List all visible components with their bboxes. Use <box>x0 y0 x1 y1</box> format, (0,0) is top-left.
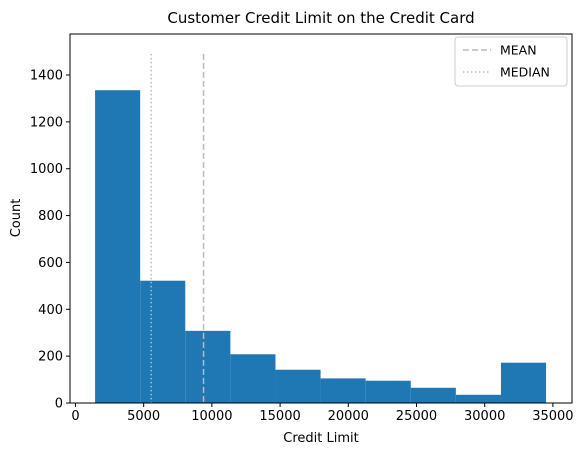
histogram-bar-4 <box>230 354 276 403</box>
x-tick-label: 20000 <box>328 409 369 424</box>
legend-label-mean: MEAN <box>500 43 537 58</box>
x-tick-label: 15000 <box>259 409 300 424</box>
y-tick-label: 1200 <box>30 115 63 130</box>
histogram-bar-3 <box>185 330 231 403</box>
y-tick-label: 200 <box>38 350 63 365</box>
histogram-bars <box>95 90 547 403</box>
y-tick-label: 400 <box>38 303 63 318</box>
y-axis-ticks: 0 200 400 600 800 1000 1200 1400 <box>30 69 70 412</box>
y-tick-label: 1400 <box>30 69 63 84</box>
x-tick-label: 10000 <box>191 409 232 424</box>
y-tick-label: 600 <box>38 256 63 271</box>
legend: MEAN MEDIAN <box>454 36 568 87</box>
legend-label-median: MEDIAN <box>500 65 550 80</box>
y-tick-label: 800 <box>38 209 63 224</box>
x-tick-label: 30000 <box>464 409 505 424</box>
x-tick-label: 35000 <box>532 409 573 424</box>
histogram-bar-2 <box>140 280 186 403</box>
x-tick-label: 5000 <box>127 409 160 424</box>
x-tick-label: 0 <box>71 409 79 424</box>
plot-frame <box>69 33 573 404</box>
histogram-bar-10 <box>500 362 547 403</box>
y-tick-label: 1000 <box>30 162 63 177</box>
reference-lines <box>150 53 205 403</box>
histogram-bar-9 <box>455 394 501 403</box>
x-axis-title: Credit Limit <box>283 431 358 446</box>
histogram-bar-6 <box>320 378 366 403</box>
x-tick-label: 25000 <box>396 409 437 424</box>
histogram-bar-8 <box>410 387 456 403</box>
histogram-bar-7 <box>365 380 411 403</box>
y-tick-label: 0 <box>55 397 63 412</box>
histogram-bar-5 <box>275 369 321 403</box>
y-axis-title: Count <box>9 199 24 238</box>
x-axis-ticks: 0 5000 10000 15000 20000 25000 30000 35000 <box>71 403 574 424</box>
histogram-bar-1 <box>95 90 141 403</box>
chart-title: Customer Credit Limit on the Credit Card <box>167 9 474 27</box>
